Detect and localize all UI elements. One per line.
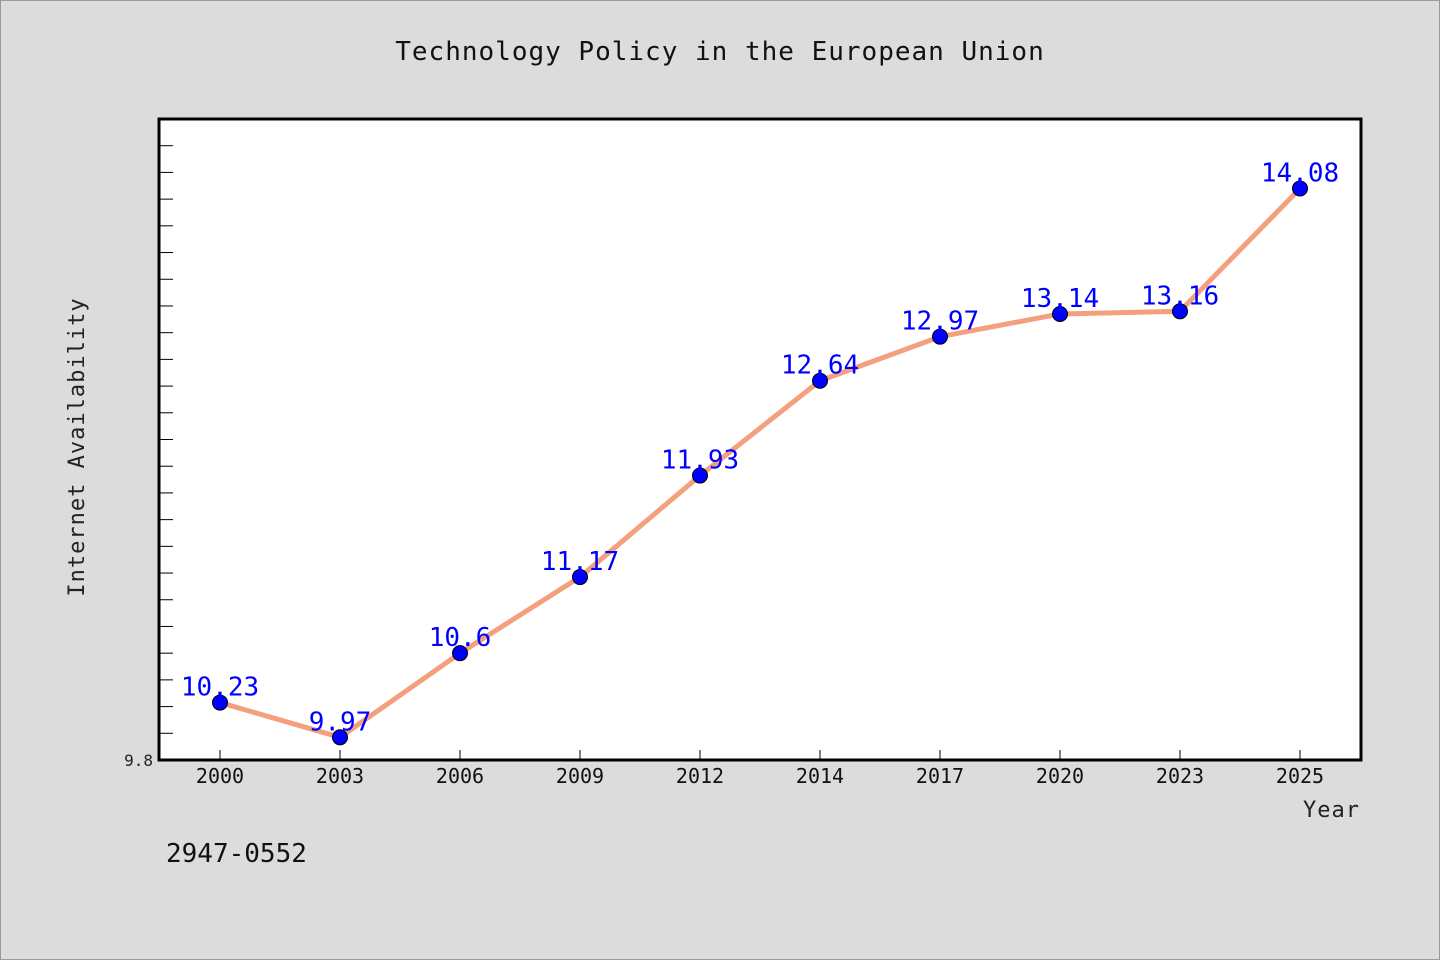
data-point [932,328,948,345]
data-label: 11.93 [661,446,739,476]
data-label: 12.97 [901,307,979,337]
x-tick-label: 2006 [436,764,484,788]
data-label: 11.17 [541,547,619,577]
data-point [332,729,348,746]
data-label: 13.14 [1021,284,1099,314]
data-point [572,569,588,586]
x-tick-label: 2009 [556,764,604,788]
data-point [1292,180,1308,197]
y-axis-label: Internet Availability [65,297,90,596]
data-labels: 10.23 9.97 10.6 11.17 11.93 12.64 12.97 13.14 13… [181,158,1339,737]
footer-code: 2947-0552 [166,839,307,869]
data-label: 10.6 [429,623,492,653]
x-tick-label: 2012 [676,764,724,788]
data-point [212,694,228,711]
data-label: 12.64 [781,351,859,381]
data-point [812,372,828,389]
y-minor-ticks [159,145,173,734]
data-point [1172,303,1188,320]
data-label: 14.08 [1261,158,1339,188]
data-label: 13.16 [1141,281,1219,311]
data-point [692,467,708,484]
x-tick-labels: 2000 2003 2006 2009 2012 2014 2017 2020 2023 2025 [196,764,1324,788]
series-markers [212,180,1308,746]
x-axis-label: Year [1303,798,1360,823]
x-tick-label: 2003 [316,764,364,788]
x-tick-label: 2023 [1156,764,1204,788]
x-tick-label: 2017 [916,764,964,788]
x-tick-label: 2025 [1276,764,1324,788]
data-label: 10.23 [181,673,259,703]
series-line [217,185,1303,740]
data-label: 9.97 [309,707,372,737]
data-point [452,645,468,662]
y-tick-label-min: 9.8 [124,751,153,770]
x-tick-label: 2014 [796,764,844,788]
plot-frame [157,117,1363,762]
plot-area [159,119,1361,760]
x-tick-label: 2000 [196,764,244,788]
x-ticks [219,750,1301,760]
chart-title: Technology Policy in the European Union [395,37,1044,67]
x-tick-label: 2020 [1036,764,1084,788]
data-point [1052,305,1068,322]
